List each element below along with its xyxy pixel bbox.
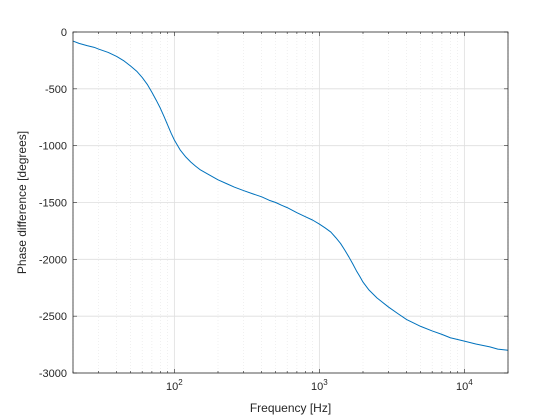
x-tick-label-base: 10 — [456, 381, 468, 393]
y-tick-label: -2500 — [39, 311, 67, 323]
phase-series-line — [72, 40, 509, 351]
x-tick-label-exponent: 3 — [323, 378, 328, 387]
data-layer — [72, 40, 509, 351]
x-tick-label-exponent: 2 — [178, 378, 183, 387]
x-tick-label-base: 10 — [166, 381, 178, 393]
y-tick-label: -1000 — [39, 141, 67, 153]
x-tick-label: 103 — [311, 378, 328, 393]
grid — [72, 32, 509, 373]
ticks — [72, 31, 509, 374]
x-tick-label: 102 — [166, 378, 183, 393]
x-tick-label: 104 — [456, 378, 473, 393]
y-axis-label: Phase difference [degrees] — [15, 131, 29, 274]
y-tick-label: -1500 — [39, 198, 67, 210]
y-tick-label: 0 — [61, 27, 67, 39]
y-tick-label: -3000 — [39, 368, 67, 380]
x-tick-label-base: 10 — [311, 381, 323, 393]
x-tick-label-exponent: 4 — [468, 378, 473, 387]
y-tick-label: -2000 — [39, 254, 67, 266]
x-axis-label: Frequency [Hz] — [250, 401, 331, 415]
y-tick-label: -500 — [45, 84, 67, 96]
